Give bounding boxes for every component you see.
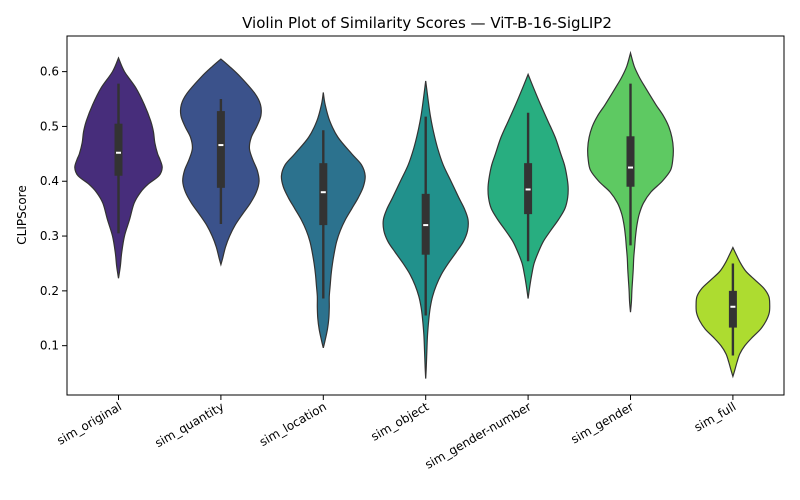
y-axis-label: CLIPScore (15, 185, 29, 244)
y-tick-label: 0.4 (40, 174, 59, 188)
violin-box (728, 290, 737, 328)
violin-box (114, 123, 123, 176)
y-tick-label: 0.1 (40, 339, 59, 353)
boxes-group (114, 83, 737, 356)
x-tick-label: sim_full (692, 399, 739, 434)
y-axis: 0.1 0.2 0.3 0.4 0.5 0.6 (40, 65, 67, 353)
y-tick-label: 0.2 (40, 284, 59, 298)
violin-box (216, 111, 225, 188)
x-axis: sim_original sim_quantity sim_location sim_… (55, 395, 739, 472)
y-tick-label: 0.3 (40, 229, 59, 243)
x-tick-label: sim_object (369, 399, 432, 443)
plot-frame (66, 35, 785, 396)
violin-box (626, 136, 635, 187)
x-tick-label: sim_quantity (152, 399, 226, 450)
x-tick-label: sim_gender-number (422, 399, 533, 471)
x-tick-label: sim_gender (569, 399, 637, 446)
violin-box (319, 163, 328, 226)
y-tick-label: 0.5 (40, 119, 59, 133)
x-tick-label: sim_location (257, 399, 329, 449)
y-tick-label: 0.6 (40, 65, 59, 79)
x-tick-label: sim_original (55, 399, 124, 447)
chart-title: Violin Plot of Similarity Scores — ViT-B… (242, 14, 612, 32)
